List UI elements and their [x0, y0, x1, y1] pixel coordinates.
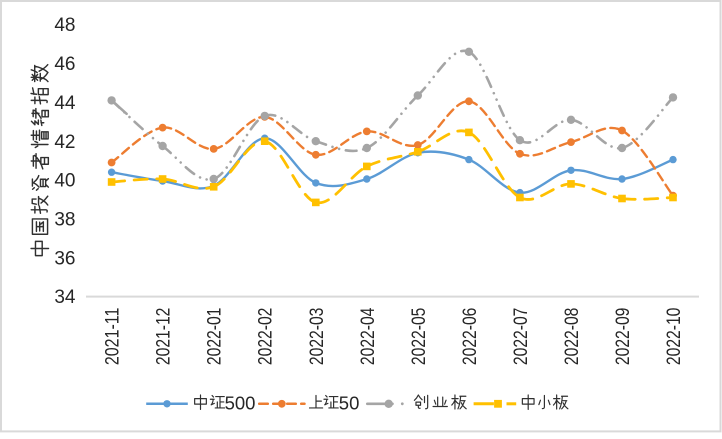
svg-text:44: 44	[54, 93, 76, 114]
svg-text:34: 34	[54, 287, 76, 308]
svg-text:2022-02: 2022-02	[256, 308, 277, 366]
svg-text:2021-12: 2021-12	[154, 308, 175, 366]
svg-text:48: 48	[54, 15, 75, 36]
svg-text:2022-07: 2022-07	[511, 308, 532, 366]
svg-text:2022-09: 2022-09	[613, 308, 634, 366]
svg-text:2022-06: 2022-06	[460, 308, 481, 366]
svg-text:36: 36	[54, 248, 75, 269]
svg-text:2022-04: 2022-04	[358, 307, 379, 365]
svg-text:500: 500	[225, 392, 256, 413]
svg-text:46: 46	[54, 54, 75, 75]
svg-text:2022-01: 2022-01	[205, 308, 226, 366]
svg-text:2022-10: 2022-10	[664, 308, 685, 366]
svg-text:2022-05: 2022-05	[409, 308, 430, 366]
svg-text:42: 42	[54, 132, 75, 153]
svg-text:38: 38	[54, 210, 75, 231]
svg-text:2022-03: 2022-03	[307, 308, 328, 366]
svg-text:2021-11: 2021-11	[103, 308, 124, 366]
svg-text:2022-08: 2022-08	[562, 308, 583, 366]
svg-text:40: 40	[54, 171, 75, 192]
svg-text:50: 50	[339, 392, 360, 413]
